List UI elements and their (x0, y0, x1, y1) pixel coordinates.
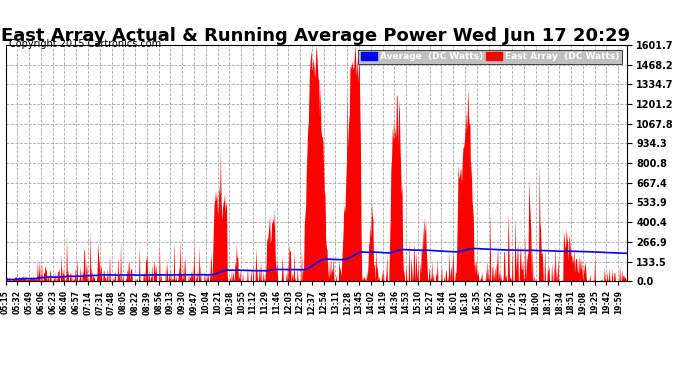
Legend: Average  (DC Watts), East Array  (DC Watts): Average (DC Watts), East Array (DC Watts… (358, 50, 622, 64)
Title: East Array Actual & Running Average Power Wed Jun 17 20:29: East Array Actual & Running Average Powe… (1, 27, 631, 45)
Text: Copyright 2015 Cartronics.com: Copyright 2015 Cartronics.com (9, 39, 161, 49)
